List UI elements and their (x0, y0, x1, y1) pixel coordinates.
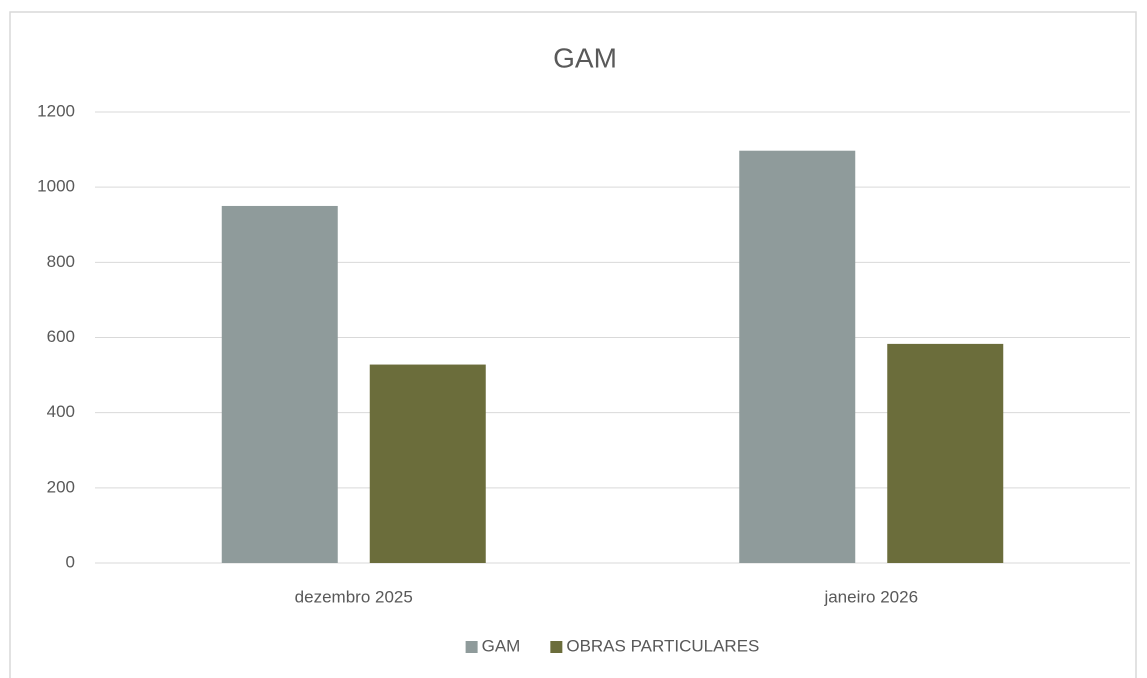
bar (369, 364, 486, 563)
y-tick-label: 0 (66, 552, 75, 571)
y-tick-label: 400 (47, 402, 75, 421)
legend-item: GAM (465, 636, 521, 655)
x-tick-label: janeiro 2026 (823, 587, 918, 606)
bar (221, 205, 338, 564)
y-tick-label: 1000 (37, 177, 75, 196)
y-tick-label: 1200 (37, 101, 75, 120)
bar (739, 150, 856, 564)
legend-item: OBRAS PARTICULARES (550, 636, 759, 655)
y-tick-label: 800 (47, 252, 75, 271)
y-tick-label: 600 (47, 327, 75, 346)
legend-label: GAM (482, 636, 521, 655)
chart-title: GAM (553, 42, 617, 73)
legend-swatch (550, 641, 563, 653)
y-tick-label: 200 (47, 477, 75, 496)
x-tick-label: dezembro 2025 (295, 587, 413, 606)
chart-frame (9, 11, 1137, 678)
legend-swatch (465, 641, 478, 653)
legend-label: OBRAS PARTICULARES (566, 636, 759, 655)
bar (887, 343, 1004, 563)
